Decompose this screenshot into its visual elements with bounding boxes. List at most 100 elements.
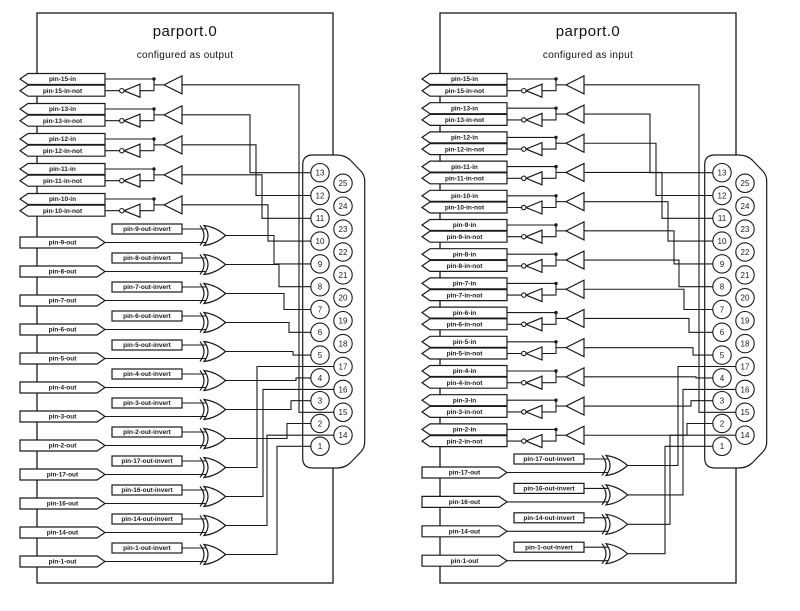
param-box-pin-4-out-invert xyxy=(111,368,183,380)
input-buffer-gate xyxy=(564,162,585,183)
hal-pin-label: pin-8-out xyxy=(49,269,78,276)
param-box-pin-1-out-invert xyxy=(513,541,585,553)
inverter-bubble xyxy=(521,409,527,415)
xor-gate xyxy=(199,514,227,537)
wire-inverter-feed xyxy=(542,254,557,267)
hal-pin-box-pin-5-out xyxy=(19,352,107,365)
hal-pin-label: pin-7-out xyxy=(49,298,78,305)
hal-pin-label: pin-6-in-not xyxy=(447,322,484,329)
inverter-bubble xyxy=(119,147,125,154)
wire-to-connector-pin-10 xyxy=(182,204,311,242)
wire-to-connector-pin-3 xyxy=(584,400,713,407)
hal-pin-label: pin-15-in-not xyxy=(43,88,83,95)
wire-inverter-feed xyxy=(542,166,557,179)
hal-pin-label: pin-6-in xyxy=(453,310,476,317)
hal-pin-label: pin-14-out xyxy=(449,529,481,536)
inverter-gate xyxy=(524,287,543,303)
junction-dot xyxy=(554,135,558,140)
wire-inverter-feed xyxy=(140,79,155,92)
connector-pin-number: 6 xyxy=(720,328,725,337)
hal-pin-box-pin-13-in xyxy=(18,102,106,116)
param-box-pin-8-out-invert xyxy=(111,252,183,264)
wire-to-connector-pin-2 xyxy=(584,422,713,436)
wire-to-connector-pin-16 xyxy=(627,388,736,496)
xor-gate xyxy=(199,427,227,450)
hal-pin-box-pin-10-in xyxy=(420,189,508,202)
connector-pin-number: 8 xyxy=(318,283,323,292)
input-pair-pin-8-in: pin-8-in pin-8-in-not xyxy=(420,248,585,274)
hal-pin-label: pin-10-in xyxy=(451,193,478,200)
gates-layer: pin-15-inpin-15-in-notpin-13-inpin-13-in… xyxy=(18,72,227,568)
input-buffer-gate xyxy=(564,425,585,446)
hal-pin-label: pin-7-in-not xyxy=(447,292,484,299)
connector-pin-number: 3 xyxy=(318,397,323,406)
junction-dot xyxy=(554,194,558,198)
wires-layer xyxy=(105,77,334,563)
output-row-pin-7-out: pin-7-out pin-7-out-invert xyxy=(19,281,227,307)
connector-pin-15 xyxy=(735,402,755,423)
connector-pin-12 xyxy=(310,185,330,206)
input-buffer-gate xyxy=(162,194,183,215)
xor-body xyxy=(202,398,227,421)
output-row-pin-5-out: pin-5-out pin-5-out-invert xyxy=(19,339,227,365)
connector-pin-number: 17 xyxy=(741,362,750,371)
hal-pin-box-pin-10-in-not xyxy=(18,204,106,217)
output-row-pin-14-out: pin-14-out pin-14-out-invert xyxy=(421,512,629,538)
wire-to-connector-pin-9 xyxy=(225,234,311,265)
hal-pin-box-pin-6-out xyxy=(19,323,107,336)
param-label: pin-9-out-invert xyxy=(123,226,171,233)
wire-inverter-feed xyxy=(140,139,155,152)
xor-input-arc xyxy=(199,225,205,246)
hal-pin-label: pin-12-in xyxy=(451,135,478,142)
connector-pin-number: 5 xyxy=(720,351,725,360)
panel-input-title: parport.0 xyxy=(555,23,621,40)
wire-to-connector-pin-11 xyxy=(182,174,311,219)
param-label: pin-14-out-invert xyxy=(121,516,173,523)
xor-body xyxy=(202,253,227,276)
connector-pin-13 xyxy=(310,162,330,183)
output-row-pin-2-out: pin-2-out pin-2-out-invert xyxy=(19,426,227,452)
wire-inverter-feed xyxy=(542,400,557,413)
output-row-pin-17-out: pin-17-out pin-17-out-invert xyxy=(421,453,629,479)
wire-to-connector-pin-10 xyxy=(584,201,713,242)
hal-pin-box-pin-4-in-not xyxy=(420,376,508,389)
param-label: pin-17-out-invert xyxy=(523,456,575,463)
param-box-pin-17-out-invert xyxy=(513,453,585,465)
connector-pin-2 xyxy=(310,413,330,434)
xor-gate xyxy=(601,454,629,477)
connector-pin-number: 21 xyxy=(339,271,348,280)
hal-pin-box-pin-3-out xyxy=(19,410,107,423)
param-box-pin-9-out-invert xyxy=(111,223,183,235)
connector-pin-number: 11 xyxy=(718,214,727,223)
hal-pin-label: pin-9-out xyxy=(49,240,78,247)
xor-body xyxy=(202,456,227,479)
xor-gate xyxy=(199,369,227,392)
junction-dot xyxy=(152,167,156,171)
panel-output-mode: pin-15-inpin-15-in-notpin-13-inpin-13-in… xyxy=(18,12,366,584)
input-buffer-gate xyxy=(162,134,183,155)
hal-pin-label: pin-4-in-not xyxy=(447,380,484,387)
wire-to-connector-pin-12 xyxy=(584,142,713,197)
input-buffer-gate xyxy=(564,104,585,125)
xor-input-arc xyxy=(199,254,205,275)
hal-pin-label: pin-12-in-not xyxy=(43,148,83,155)
xor-gate xyxy=(199,282,227,305)
hal-pin-label: pin-1-out xyxy=(49,559,78,566)
connector-pin-number: 19 xyxy=(339,317,348,326)
input-pair-pin-12-in: pin-12-in pin-12-in-not xyxy=(18,132,183,159)
connector-pin-number: 12 xyxy=(718,191,727,200)
input-pair-pin-11-in: pin-11-in pin-11-in-not xyxy=(420,160,585,186)
connector-pin-6 xyxy=(712,322,732,343)
inverter-gate xyxy=(122,203,141,219)
wire-to-connector-pin-11 xyxy=(584,171,713,219)
connector-pin-number: 15 xyxy=(339,408,348,417)
connector-pin-3 xyxy=(712,390,732,411)
param-box-pin-17-out-invert xyxy=(111,455,183,467)
xor-gate xyxy=(199,224,227,247)
xor-input-arc xyxy=(199,283,205,304)
inverter-bubble xyxy=(521,146,527,152)
junction-dot xyxy=(152,137,156,141)
input-pair-pin-7-in: pin-7-in pin-7-in-not xyxy=(420,277,585,303)
junction-dot xyxy=(554,398,558,402)
